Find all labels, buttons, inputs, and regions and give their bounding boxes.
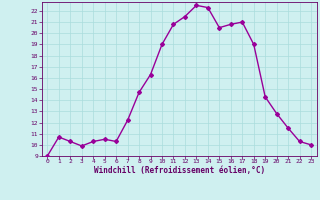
X-axis label: Windchill (Refroidissement éolien,°C): Windchill (Refroidissement éolien,°C) <box>94 166 265 175</box>
